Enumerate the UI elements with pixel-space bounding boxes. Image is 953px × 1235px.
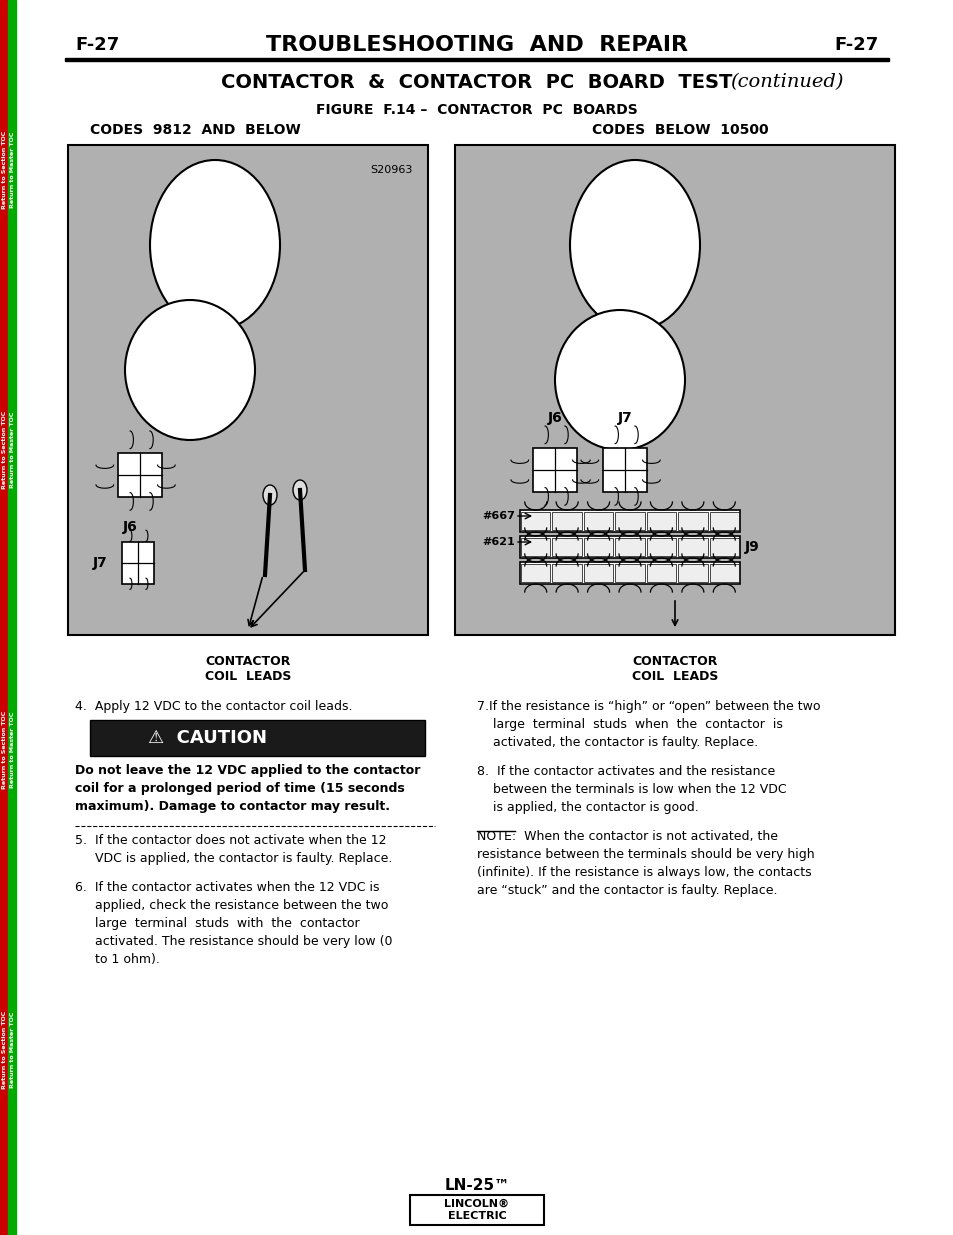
Bar <box>615 538 644 556</box>
Text: Return to Section TOC: Return to Section TOC <box>2 1011 7 1089</box>
Bar <box>709 538 739 556</box>
Text: #621: #621 <box>482 537 515 547</box>
Ellipse shape <box>569 161 700 330</box>
Bar <box>455 144 894 635</box>
Text: #667: #667 <box>481 511 515 521</box>
Bar <box>8 0 16 1235</box>
Text: (continued): (continued) <box>729 73 842 91</box>
Bar <box>583 564 613 582</box>
Bar <box>90 720 424 756</box>
Bar <box>646 513 676 530</box>
Text: CODES  BELOW  10500: CODES BELOW 10500 <box>591 124 767 137</box>
Text: 7.If the resistance is “high” or “open” between the two
    large  terminal  stu: 7.If the resistance is “high” or “open” … <box>476 700 820 748</box>
Bar <box>678 513 707 530</box>
Text: 6.  If the contactor activates when the 12 VDC is
     applied, check the resist: 6. If the contactor activates when the 1… <box>75 881 392 966</box>
Bar <box>583 538 613 556</box>
Text: Return to Master TOC: Return to Master TOC <box>10 1011 14 1088</box>
Text: F-27: F-27 <box>834 36 878 54</box>
Text: J9: J9 <box>744 540 759 555</box>
Text: 8.  If the contactor activates and the resistance
    between the terminals is l: 8. If the contactor activates and the re… <box>476 764 786 814</box>
Ellipse shape <box>125 300 254 440</box>
Bar <box>552 564 581 582</box>
Bar <box>602 448 646 492</box>
Text: J7: J7 <box>93 556 108 571</box>
Text: 4.  Apply 12 VDC to the contactor coil leads.: 4. Apply 12 VDC to the contactor coil le… <box>75 700 352 713</box>
Bar <box>615 564 644 582</box>
Text: LN-25™: LN-25™ <box>444 1177 509 1193</box>
Bar <box>118 453 162 496</box>
Bar <box>519 536 740 558</box>
Text: Return to Master TOC: Return to Master TOC <box>10 711 14 788</box>
Text: COIL  LEADS: COIL LEADS <box>631 671 718 683</box>
Text: CONTACTOR: CONTACTOR <box>205 655 291 668</box>
Text: J6: J6 <box>123 520 137 534</box>
Text: Do not leave the 12 VDC applied to the contactor
coil for a prolonged period of : Do not leave the 12 VDC applied to the c… <box>75 764 420 813</box>
Ellipse shape <box>555 310 684 450</box>
Text: J6: J6 <box>547 411 561 425</box>
Text: CONTACTOR  &  CONTACTOR  PC  BOARD  TEST: CONTACTOR & CONTACTOR PC BOARD TEST <box>221 73 732 91</box>
Text: TROUBLESHOOTING  AND  REPAIR: TROUBLESHOOTING AND REPAIR <box>266 35 687 56</box>
Text: ⚠  CAUTION: ⚠ CAUTION <box>148 729 267 747</box>
Bar <box>520 513 550 530</box>
Bar <box>646 538 676 556</box>
Text: CONTACTOR: CONTACTOR <box>632 655 717 668</box>
Bar <box>709 564 739 582</box>
Text: FIGURE  F.14 –  CONTACTOR  PC  BOARDS: FIGURE F.14 – CONTACTOR PC BOARDS <box>315 103 638 117</box>
Text: J7: J7 <box>617 411 632 425</box>
Ellipse shape <box>150 161 280 330</box>
Ellipse shape <box>293 480 307 500</box>
Bar <box>533 448 577 492</box>
Text: NOTE:  When the contactor is not activated, the
resistance between the terminals: NOTE: When the contactor is not activate… <box>476 830 814 897</box>
Bar <box>678 538 707 556</box>
Text: Return to Master TOC: Return to Master TOC <box>10 132 14 209</box>
Bar <box>520 564 550 582</box>
Text: Return to Section TOC: Return to Section TOC <box>2 131 7 209</box>
Text: Return to Section TOC: Return to Section TOC <box>2 711 7 789</box>
Bar <box>0 0 8 1235</box>
Text: F-27: F-27 <box>75 36 119 54</box>
Bar <box>410 1195 543 1225</box>
Bar <box>615 513 644 530</box>
Ellipse shape <box>263 485 276 505</box>
Text: 5.  If the contactor does not activate when the 12
     VDC is applied, the cont: 5. If the contactor does not activate wh… <box>75 834 392 864</box>
Bar <box>65 58 888 61</box>
Bar <box>519 562 740 584</box>
Text: LINCOLN®
ELECTRIC: LINCOLN® ELECTRIC <box>444 1199 509 1221</box>
Bar <box>552 538 581 556</box>
Text: Return to Section TOC: Return to Section TOC <box>2 411 7 489</box>
Bar <box>68 144 428 635</box>
Text: CODES  9812  AND  BELOW: CODES 9812 AND BELOW <box>90 124 300 137</box>
Text: Return to Master TOC: Return to Master TOC <box>10 411 14 488</box>
Text: S20963: S20963 <box>370 165 413 175</box>
Bar <box>520 538 550 556</box>
Bar <box>646 564 676 582</box>
Bar <box>552 513 581 530</box>
Text: COIL  LEADS: COIL LEADS <box>205 671 291 683</box>
Bar <box>519 510 740 532</box>
Bar <box>709 513 739 530</box>
Bar <box>678 564 707 582</box>
Bar <box>583 513 613 530</box>
Bar <box>122 542 153 584</box>
